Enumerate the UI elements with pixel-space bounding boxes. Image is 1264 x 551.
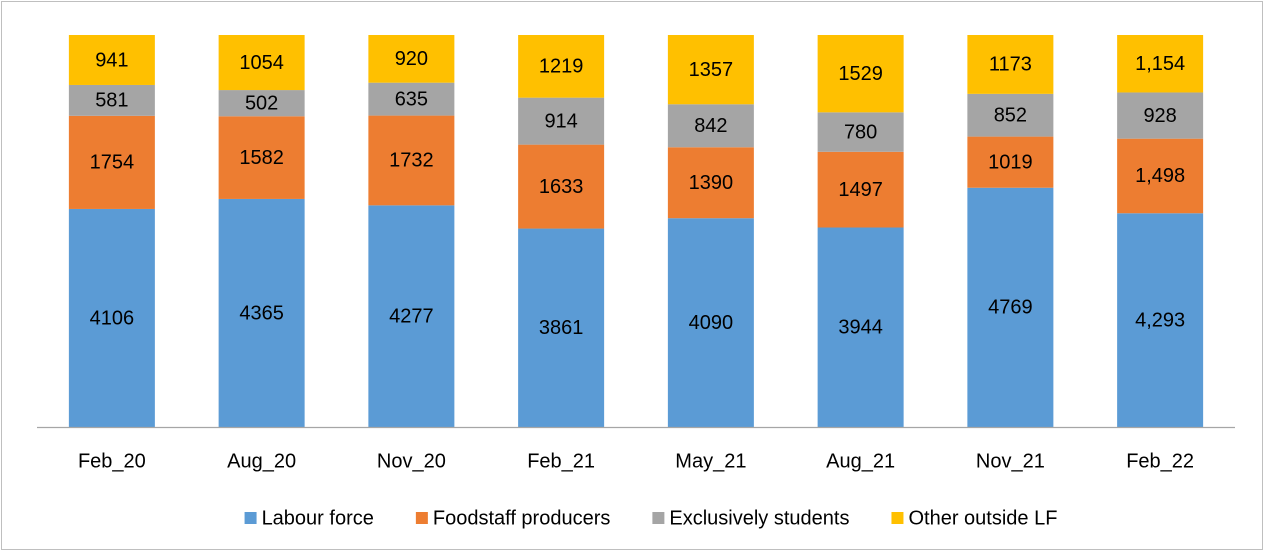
data-label: 1529 bbox=[838, 63, 883, 85]
bar-segment bbox=[68, 115, 155, 209]
legend-item: Labour force bbox=[244, 507, 374, 529]
data-label: 4769 bbox=[988, 297, 1033, 319]
data-label: 502 bbox=[245, 92, 278, 114]
data-label: 3944 bbox=[838, 317, 883, 339]
legend-swatch bbox=[415, 512, 428, 524]
bar-segment bbox=[368, 82, 455, 116]
data-label: 1754 bbox=[90, 152, 135, 174]
data-label: 1054 bbox=[239, 52, 284, 74]
x-tick-label: Nov_20 bbox=[377, 450, 446, 472]
legend-label: Other outside LF bbox=[908, 507, 1057, 529]
bar-segment bbox=[1117, 92, 1204, 139]
data-label: 1219 bbox=[539, 56, 584, 78]
x-tick-label: Nov_21 bbox=[976, 450, 1045, 472]
bar-segment bbox=[68, 208, 155, 427]
legend-item: Other outside LF bbox=[891, 507, 1057, 529]
data-label: 1633 bbox=[539, 176, 584, 198]
bar-segment bbox=[967, 187, 1054, 427]
data-label: 1357 bbox=[689, 59, 734, 81]
data-label: 4090 bbox=[689, 312, 734, 334]
data-label: 1390 bbox=[689, 172, 734, 194]
bar-segment bbox=[218, 35, 305, 91]
legend-swatch bbox=[891, 512, 904, 524]
data-label: 1497 bbox=[838, 179, 883, 201]
bar-segment bbox=[218, 198, 305, 427]
bar-segment bbox=[967, 35, 1054, 94]
legend-swatch bbox=[244, 512, 257, 524]
bar-segment bbox=[817, 35, 904, 113]
data-label: 780 bbox=[844, 121, 877, 143]
legend-label: Exclusively students bbox=[669, 507, 849, 529]
data-label: 1173 bbox=[989, 54, 1032, 76]
legend-swatch bbox=[652, 512, 665, 524]
data-label: 4277 bbox=[389, 305, 434, 327]
data-label: 1,498 bbox=[1135, 165, 1185, 187]
data-label: 914 bbox=[544, 110, 577, 132]
x-tick-label: Aug_20 bbox=[227, 450, 296, 472]
x-tick-label: Feb_22 bbox=[1126, 450, 1194, 472]
data-label: 3861 bbox=[539, 317, 584, 339]
x-tick-label: May_21 bbox=[675, 450, 746, 472]
data-label: 941 bbox=[95, 49, 128, 71]
bar-segment bbox=[667, 147, 754, 219]
bar-segment bbox=[68, 35, 155, 85]
x-tick-label: Feb_21 bbox=[527, 450, 595, 472]
data-label: 1,154 bbox=[1135, 53, 1185, 75]
bar-segment bbox=[1117, 213, 1204, 427]
legend-label: Labour force bbox=[262, 507, 374, 529]
data-label: 1582 bbox=[239, 147, 284, 169]
data-label: 635 bbox=[395, 88, 428, 110]
bar-segment bbox=[667, 218, 754, 427]
data-label: 842 bbox=[694, 115, 727, 137]
bar-segment bbox=[518, 228, 605, 427]
bar-segment bbox=[1117, 138, 1204, 214]
data-label: 581 bbox=[95, 90, 128, 112]
data-label: 928 bbox=[1143, 105, 1176, 127]
data-label: 4106 bbox=[90, 307, 135, 329]
data-label: 4365 bbox=[239, 302, 284, 324]
data-label: 1019 bbox=[988, 151, 1033, 173]
bar-segment bbox=[368, 205, 455, 427]
data-label: 920 bbox=[395, 48, 428, 70]
bar-segment bbox=[518, 144, 605, 229]
legend-item: Exclusively students bbox=[652, 507, 849, 529]
bar-segment bbox=[368, 115, 455, 206]
bar-segment bbox=[967, 136, 1054, 188]
bar-segment bbox=[817, 227, 904, 427]
x-tick-label: Aug_21 bbox=[826, 450, 895, 472]
legend-label: Foodstaff producers bbox=[433, 507, 611, 529]
bar-segment bbox=[667, 104, 754, 148]
bar-segment bbox=[518, 35, 605, 98]
x-tick-label: Feb_20 bbox=[78, 450, 146, 472]
legend-item: Foodstaff producers bbox=[415, 507, 611, 529]
bar-segment bbox=[1117, 35, 1204, 93]
plot-area: 4106 1754 581 941 Feb_20 4365 1582 502 1054 Aug_2… bbox=[37, 35, 1235, 472]
bar-segment bbox=[368, 35, 455, 83]
bar-segment bbox=[817, 112, 904, 152]
bar-segment bbox=[218, 90, 305, 117]
bar-segment bbox=[967, 93, 1054, 137]
bar-segment bbox=[817, 151, 904, 228]
bar-segment bbox=[518, 97, 605, 145]
legend: Labour force Foodstaff producers Exclusive… bbox=[244, 507, 1057, 529]
data-label: 1732 bbox=[389, 150, 434, 172]
bar-segment bbox=[68, 84, 155, 116]
bar-segment bbox=[667, 35, 754, 105]
bar-segment bbox=[218, 116, 305, 199]
data-label: 4,293 bbox=[1135, 309, 1185, 331]
data-label: 852 bbox=[994, 105, 1027, 127]
